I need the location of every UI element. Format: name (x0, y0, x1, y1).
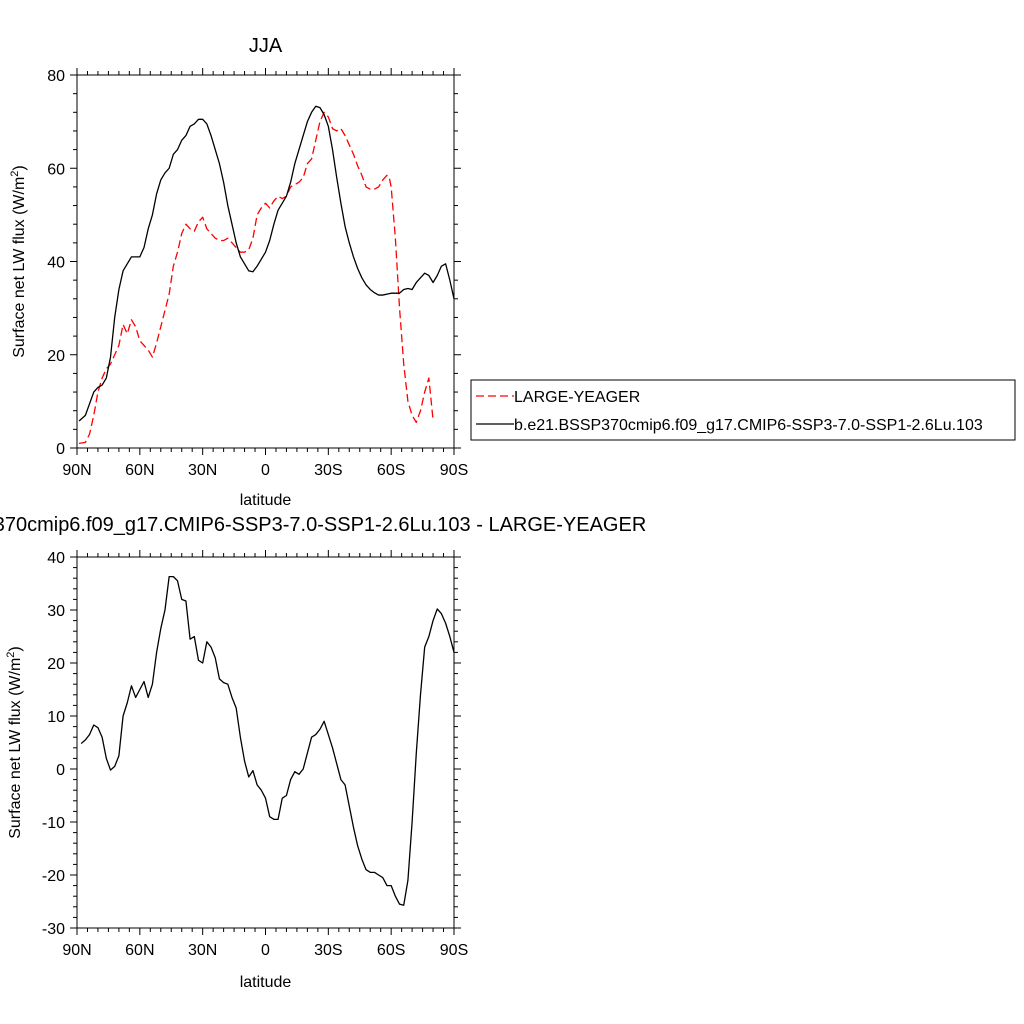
x-tick-label: 90S (440, 942, 468, 959)
series-line-1 (80, 575, 454, 906)
x-tick-label: 60S (377, 462, 405, 479)
y-tick-label: 20 (47, 656, 65, 673)
legend-label-1: LARGE-YEAGER (514, 389, 640, 406)
y-axis-label: Surface net LW flux (W/m2) (5, 646, 24, 839)
legend-box (470, 379, 1016, 441)
series-line-2 (78, 105, 454, 422)
y-tick-label: -20 (42, 868, 65, 885)
y-tick-label: 80 (47, 68, 65, 85)
y-tick-label: 0 (56, 441, 65, 458)
y-tick-label: -30 (42, 921, 65, 938)
series-line-1 (78, 111, 434, 444)
x-tick-label: 30N (188, 942, 217, 959)
x-axis-label: latitude (240, 492, 292, 509)
x-tick-label: 60N (125, 942, 154, 959)
x-tick-label: 60N (125, 462, 154, 479)
x-tick-label: 0 (261, 462, 270, 479)
x-tick-label: 90N (62, 942, 91, 959)
y-axis-label-main: Surface net LW flux (W/m (11, 177, 28, 358)
y-axis-label-superscript: 2 (5, 652, 17, 658)
x-axis-label: latitude (240, 974, 292, 991)
legend: LARGE-YEAGER b.e21.BSSP370cmip6.f09_g17.C… (470, 379, 1016, 441)
y-tick-label: 20 (47, 348, 65, 365)
y-tick-label: -10 (42, 815, 65, 832)
x-tick-label: 30S (314, 462, 342, 479)
y-tick-label: 30 (47, 603, 65, 620)
y-axis-label-superscript: 2 (9, 171, 21, 177)
chart-title: b.e21.BSSP370cmip6.f09_g17.CMIP6-SSP3-7.… (0, 514, 646, 536)
y-tick-label: 60 (47, 161, 65, 178)
x-tick-label: 0 (261, 942, 270, 959)
x-tick-label: 90N (62, 462, 91, 479)
legend-label-2: b.e21.BSSP370cmip6.f09_g17.CMIP6-SSP3-7.… (514, 417, 983, 434)
x-tick-label: 30N (188, 462, 217, 479)
y-axis-label-close: ) (11, 165, 28, 170)
x-tick-label: 90S (440, 462, 468, 479)
y-axis-label-close: ) (7, 646, 24, 651)
y-tick-label: 0 (56, 762, 65, 779)
y-tick-label: 40 (47, 255, 65, 272)
plot-frame (76, 556, 455, 929)
chart-panel-1: 90N 60N 30N 0 30S 60S 90S 0 20 40 60 80 JJA latitude S… (9, 35, 1016, 509)
x-tick-label: 60S (377, 942, 405, 959)
x-tick-label: 30S (314, 942, 342, 959)
y-tick-label: 40 (47, 550, 65, 567)
y-axis-label-main: Surface net LW flux (W/m (7, 658, 24, 839)
plot-frame (76, 74, 455, 449)
chart-panel-2: 90N 60N 30N 0 30S 60S 90S -30 -20 -10 0 10 20 30 40 b.e… (0, 514, 646, 991)
y-axis-label: Surface net LW flux (W/m2) (9, 165, 28, 358)
chart-title: JJA (249, 35, 283, 57)
y-tick-label: 10 (47, 709, 65, 726)
